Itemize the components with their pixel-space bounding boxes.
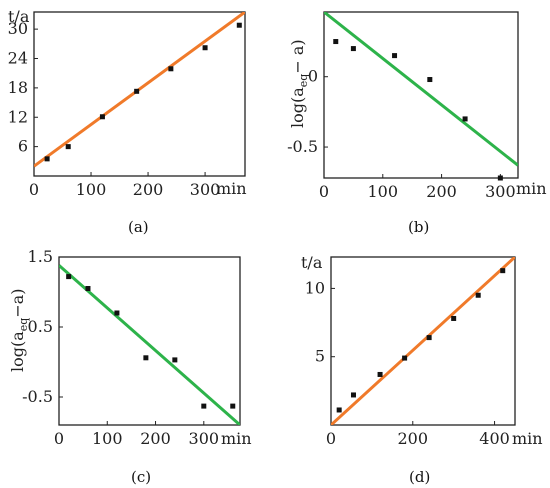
panel-b-ytick-label: 0 (308, 67, 318, 86)
panel-b-ytick-label: -0.5 (287, 137, 318, 156)
panel-b-ylabel: log(aeq− a) (288, 39, 310, 128)
panel-c-data-point (143, 355, 149, 361)
panel-c-data-point (85, 286, 91, 291)
panel-c-xlabel: min (221, 429, 252, 448)
panel-c-plot-area (58, 256, 241, 426)
panel-d-xtick-label: 200 (398, 429, 429, 448)
panel-c-fit-line (59, 264, 240, 425)
panel-c-ylabel-end: −a) (8, 288, 27, 317)
panel-d-data-point (500, 268, 506, 274)
panel-a-ytick-label: 18 (8, 78, 28, 97)
panel-a-ytick-label: 24 (8, 49, 28, 68)
panel-c-ytick-label: 0.5 (28, 317, 53, 336)
panel-a-xtick-label: 100 (76, 180, 107, 199)
panel-b-data-point (392, 53, 398, 59)
panel-d-data-point (350, 392, 356, 398)
panel-b: log(aeq− a) min (b) 0 100 200 300 0 -0.5 (287, 11, 547, 236)
panel-a-xtick-label: 200 (133, 180, 164, 199)
panel-a-data-point (236, 22, 242, 28)
panel-a: t/a min (a) 0 100 200 300 6 12 18 24 30 (8, 7, 247, 236)
panel-a-data-point (202, 45, 208, 51)
panel-b-xlabel: min (516, 179, 547, 198)
panel-b-ylabel-end: − a) (288, 39, 307, 73)
panel-b-fit-line (324, 12, 518, 167)
panel-d-xtick-label: 400 (479, 429, 510, 448)
panel-b-xtick-label: 100 (368, 182, 399, 201)
panel-a-ytick-label: 6 (18, 137, 28, 156)
panel-b-plot-area (323, 11, 519, 179)
panel-d-plot-area (330, 256, 516, 426)
panel-b-xtick-label: 300 (485, 182, 516, 201)
panel-b-data-point (427, 77, 433, 83)
panel-b-data-point (350, 46, 356, 52)
panel-b-ylabel-main: log(a (288, 87, 307, 128)
panel-a-data-point (168, 66, 174, 72)
panel-c-ylabel-sub: eq (17, 318, 30, 332)
panel-b-xtick-label: 0 (319, 182, 329, 201)
panel-c-ytick-label: 1.5 (28, 247, 53, 266)
panel-b-data-point (333, 39, 339, 45)
panel-c-ytick-label: -0.5 (22, 387, 53, 406)
panel-d-fit-line (331, 257, 515, 425)
panel-c-ylabel-main: log(a (8, 331, 27, 372)
panel-a-caption: (a) (128, 218, 149, 236)
panel-a-xlabel: min (216, 179, 247, 198)
panel-a-ytick-label: 30 (8, 19, 28, 38)
panel-b-data-point (462, 116, 468, 122)
panel-a-xtick-label: 0 (29, 180, 39, 199)
panel-a-fit-line (34, 12, 245, 168)
panel-a-data-point (134, 88, 140, 94)
panel-a-ylabel: t/a (8, 7, 30, 26)
panel-d-ytick-label: 10 (305, 278, 325, 297)
panel-a-data-point (99, 114, 105, 120)
panel-d-data-point (336, 407, 342, 413)
panel-a-ytick-label: 12 (8, 107, 28, 126)
panel-d-data-point (426, 335, 432, 341)
panel-d-data-point (402, 355, 408, 361)
panel-c-xtick-label: 100 (92, 429, 123, 448)
panel-a-xtick-label: 300 (190, 180, 221, 199)
panel-d-data-point (377, 371, 383, 377)
panel-c-data-point (201, 403, 207, 409)
panel-d-xtick-label: 0 (326, 429, 336, 448)
panel-b-data-point (497, 175, 503, 181)
panel-c-caption: (c) (131, 468, 151, 486)
panel-b-caption: (b) (408, 218, 429, 236)
panel-c-data-point (230, 403, 236, 409)
panel-c-data-point (114, 310, 120, 316)
panel-c-ylabel: log(aeq−a) (8, 288, 30, 372)
panel-d-ylabel: t/a (301, 253, 323, 272)
panel-c-xtick-label: 0 (54, 429, 64, 448)
panel-d: t/a min (d) 0 200 400 5 10 (301, 253, 543, 486)
panel-c-data-point (66, 274, 72, 280)
panel-c-xtick-label: 200 (140, 429, 171, 448)
panel-c: log(aeq−a) min (c) 0 100 200 300 1.5 0.5 -0.5 (8, 247, 252, 486)
panel-d-xlabel: min (512, 429, 543, 448)
panel-a-plot-area (33, 11, 246, 177)
panel-d-ytick-label: 5 (315, 347, 325, 366)
panel-b-ylabel-sub: eq (297, 74, 310, 88)
panel-d-data-point (475, 292, 481, 298)
panel-c-data-point (172, 357, 178, 363)
panel-a-data-point (44, 156, 50, 162)
panel-d-data-point (451, 315, 457, 321)
panel-c-xtick-label: 300 (189, 429, 220, 448)
panel-d-caption: (d) (409, 468, 430, 486)
panel-b-xtick-label: 200 (426, 182, 457, 201)
panel-a-data-point (65, 144, 71, 150)
